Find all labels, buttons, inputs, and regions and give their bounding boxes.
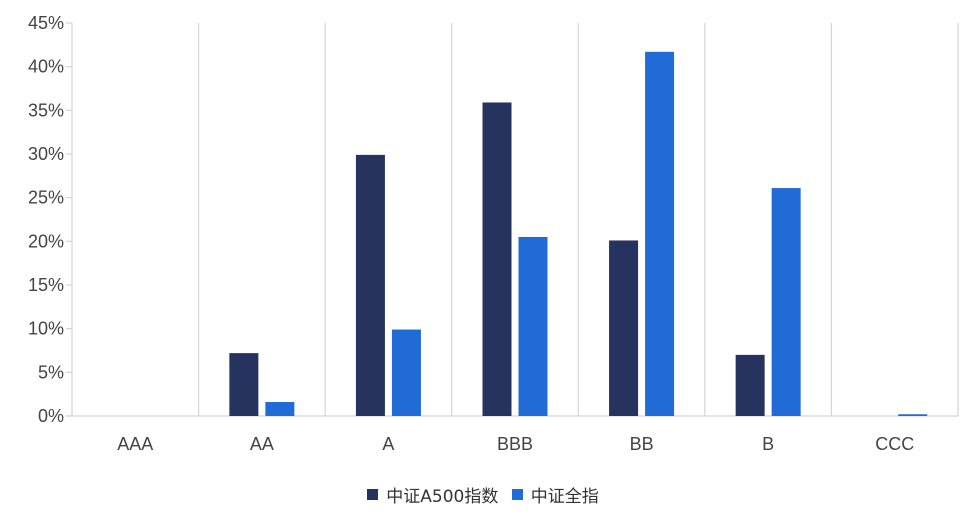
bar-series-1-bb — [609, 240, 639, 416]
y-tick-label: 10% — [28, 319, 64, 339]
x-tick-label: CCC — [875, 434, 914, 454]
bar-series-2-aa — [265, 402, 295, 416]
x-tick-label: B — [762, 434, 774, 454]
bar-series-1-aa — [229, 353, 259, 416]
legend-label-series-2: 中证全指 — [530, 487, 599, 507]
x-tick-label: A — [382, 434, 394, 454]
bar-series-2-ccc — [898, 414, 928, 416]
legend-item-series-1: 中证A500指数 — [367, 482, 498, 507]
bar-series-1-a — [355, 154, 385, 416]
bar-series-2-bb — [645, 51, 675, 416]
y-tick-label: 45% — [28, 13, 64, 33]
y-tick-label: 5% — [38, 362, 64, 382]
y-tick-label: 20% — [28, 231, 64, 251]
x-tick-label: AAA — [117, 434, 153, 454]
y-tick-label: 25% — [28, 188, 64, 208]
x-tick-label: BB — [630, 434, 654, 454]
bar-series-2-bbb — [518, 236, 548, 416]
category-gridlines — [66, 23, 959, 417]
x-axis: AAA AA A BBB BB B CCC — [117, 434, 914, 454]
legend: 中证A500指数 中证全指 — [0, 482, 966, 507]
legend-label-series-1: 中证A500指数 — [386, 487, 499, 507]
legend-item-series-2: 中证全指 — [511, 482, 599, 507]
y-tick-label: 0% — [38, 406, 64, 426]
x-tick-label: BBB — [497, 434, 533, 454]
bar-series-2-a — [391, 329, 421, 416]
y-axis: 0% 5% 10% 15% 20% 25% 30% 35% 40% 45% — [28, 13, 72, 426]
bar-series-1-bbb — [482, 102, 512, 417]
bars — [229, 51, 928, 417]
y-tick-label: 30% — [28, 144, 64, 164]
legend-swatch-series-2 — [511, 489, 523, 500]
bar-chart: 0%5%10%15%20%25%30%35%40%45% AAA AA A BBB BB… — [28, 13, 959, 454]
bar-series-2-b — [771, 188, 801, 416]
x-tick-label: AA — [250, 434, 274, 454]
y-tick-label: 35% — [28, 100, 64, 120]
bar-series-1-b — [735, 354, 765, 416]
y-tick-label: 15% — [28, 275, 64, 295]
y-tick-label: 40% — [28, 57, 64, 77]
legend-swatch-series-1 — [367, 489, 379, 500]
